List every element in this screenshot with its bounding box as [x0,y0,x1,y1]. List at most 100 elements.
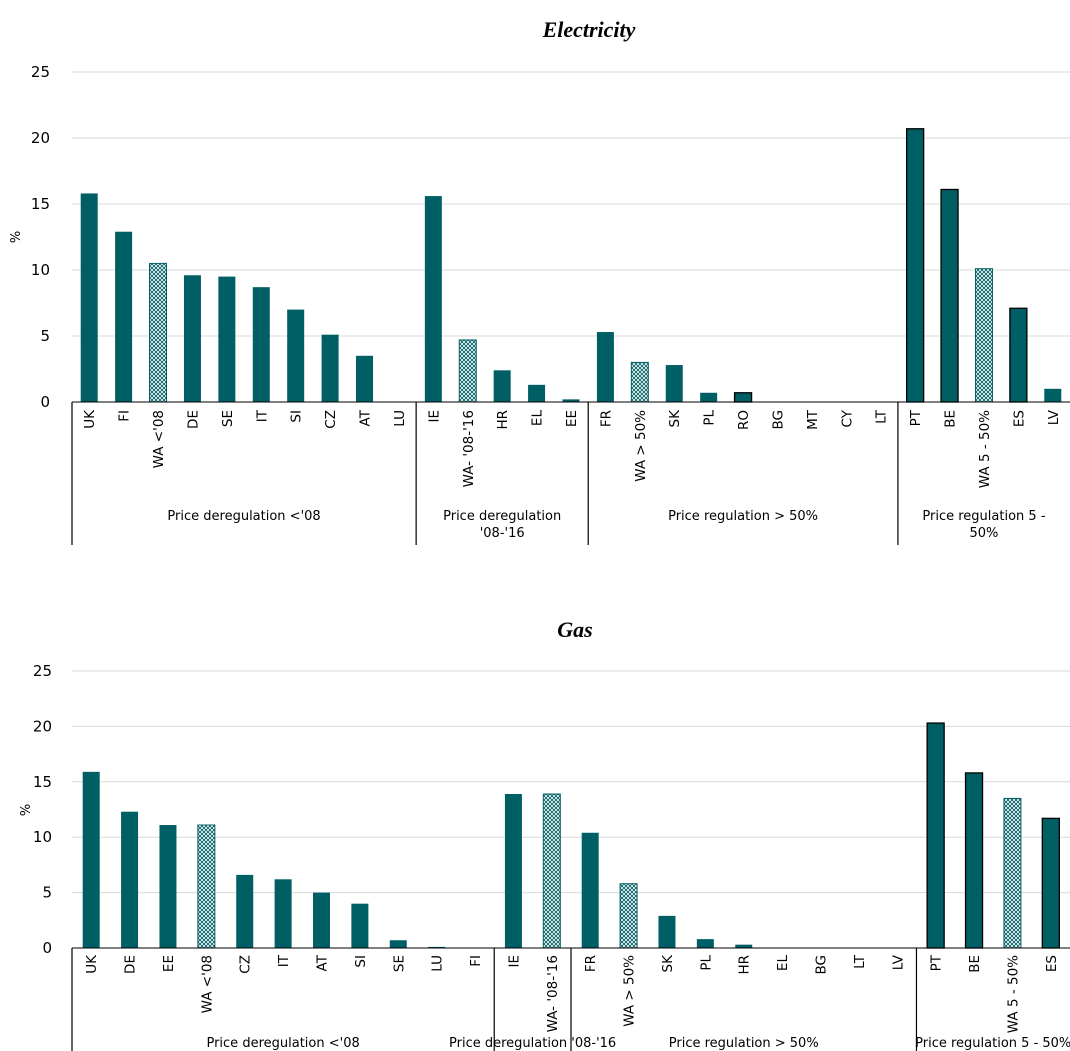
electricity-y-tick-label: 20 [31,129,50,147]
electricity-category-label-ee: EE [564,410,580,427]
electricity-bar-ee [562,399,580,402]
electricity-bar-ie [424,196,442,402]
gas-category-label-ee: EE [161,955,177,972]
electricity-category-label-de: DE [185,410,201,429]
electricity-category-label-uk: UK [82,409,98,429]
electricity-y-tick-label: 25 [31,63,50,81]
electricity-bar-se [218,276,236,402]
gas-category-label-wa-08: WA <'08 [199,955,215,1013]
gas-bar-wa-08-16 [542,793,561,949]
electricity-category-label-cz: CZ [323,410,339,429]
electricity-category-label-wa-50: WA > 50% [633,410,649,482]
gas-y-tick-label: 20 [33,717,52,735]
electricity-category-label-pl: PL [702,410,718,426]
gas-bar-wa-50 [619,883,638,949]
electricity-y-tick-label: 5 [40,327,50,345]
electricity-category-label-pt: PT [908,409,924,426]
electricity-y-tick-label: 15 [31,195,50,213]
gas-category-label-be: BE [967,955,983,973]
gas-category-label-cz: CZ [238,955,254,974]
gas-bar-hr [735,944,753,948]
gas-bar-es [1041,817,1060,949]
gas-chart-title: Gas [557,617,592,642]
electricity-group-label-price-deregulation-08-16: Price deregulation '08-'16 [443,509,561,541]
gas-y-tick-label: 15 [33,773,52,791]
gas-category-label-sk: SK [660,954,676,973]
electricity-group-label-price-deregulation-08: Price deregulation <'08 [167,509,320,524]
gas-y-tick-label: 5 [42,884,52,902]
electricity-category-label-lu: LU [392,410,408,427]
electricity-category-label-lt: LT [874,409,890,424]
electricity-category-label-wa-08: WA <'08 [151,410,167,468]
electricity-bar-si [287,309,305,402]
gas-category-label-wa-08-16: WA- '08-'16 [545,955,561,1032]
gas-group-label-price-deregulation-08: Price deregulation <'08 [206,1036,359,1051]
electricity-bar-uk [80,193,98,402]
gas-category-label-wa-5-50: WA 5 - 50% [1005,955,1021,1033]
gas-category-label-ie: IE [506,955,522,968]
electricity-bar-pl [700,392,718,402]
gas-bar-sk [658,915,676,948]
electricity-category-label-wa-5-50: WA 5 - 50% [977,410,993,488]
gas-bar-ie [504,793,522,948]
gas-category-label-it: IT [276,954,292,967]
electricity-category-label-cy: CY [839,409,855,427]
gas-bar-lu [428,946,446,948]
gas-category-label-fi: FI [468,955,484,967]
gas-category-label-uk: UK [84,954,100,974]
electricity-bar-be [940,188,959,403]
gas-category-label-hr: HR [737,955,753,975]
electricity-chart: Electricity % 0 5 10 15 20 25 UK FI WA <'08 DE SE I… [9,17,1070,545]
gas-bar-it [274,879,292,948]
gas-bar-wa-08 [197,824,216,949]
electricity-bar-wa-50 [630,361,649,403]
gas-category-label-si: SI [353,955,369,968]
electricity-category-label-at: AT [358,409,374,426]
gas-chart: Gas % 0 5 10 15 20 25 UK DE EE WA <'08 CZ IT AT SI SE L… [19,617,1070,1051]
electricity-bar-wa-5-50 [974,268,993,403]
gas-category-label-fr: FR [583,955,599,972]
gas-bar-ee [159,825,177,948]
gas-category-label-pt: PT [929,954,945,971]
gas-bar-pt [926,722,945,949]
electricity-y-tick-label: 10 [31,261,50,279]
gas-category-label-lv: LV [890,954,906,970]
gas-category-label-lt: LT [852,954,868,969]
gas-bar-se [389,940,407,948]
electricity-bar-el [528,384,546,402]
electricity-category-label-el: EL [530,410,546,427]
gas-group-label-price-regulation-50: Price regulation > 50% [669,1036,819,1051]
gas-group-label-price-regulation-5-50: Price regulation 5 - 50% [915,1036,1070,1051]
gas-bar-fr [581,832,599,948]
electricity-bar-fi [115,231,133,402]
gas-bar-pl [696,939,714,948]
electricity-category-label-fr: FR [598,410,614,427]
gas-bar-si [351,903,369,948]
gas-bar-uk [82,771,100,948]
electricity-group-label-price-regulation-50: Price regulation > 50% [668,509,818,524]
gas-bar-wa-5-50 [1003,797,1022,949]
gas-y-tick-label: 25 [33,662,52,680]
electricity-y-axis-label: % [9,231,24,243]
electricity-bar-es [1009,307,1028,403]
electricity-bar-wa-08-16 [458,339,477,403]
gas-bar-at [313,892,330,948]
electricity-category-label-es: ES [1011,410,1027,427]
gas-bar-be [964,772,984,949]
electricity-bar-at [356,355,374,402]
electricity-category-label-hr: HR [495,410,511,430]
gas-category-label-de: DE [123,955,139,974]
electricity-bar-sk [665,365,683,402]
electricity-category-label-be: BE [943,410,959,428]
electricity-bar-fr [596,332,614,402]
gas-category-label-se: SE [391,955,407,972]
gas-category-label-bg: BG [814,955,830,975]
gas-category-label-at: AT [315,954,331,971]
electricity-category-label-lv: LV [1046,409,1062,425]
electricity-category-label-mt: MT [805,409,821,430]
gas-category-label-es: ES [1044,955,1060,972]
gas-bar-cz [236,874,254,948]
electricity-bar-pt [905,128,925,403]
electricity-bar-cz [321,334,339,402]
